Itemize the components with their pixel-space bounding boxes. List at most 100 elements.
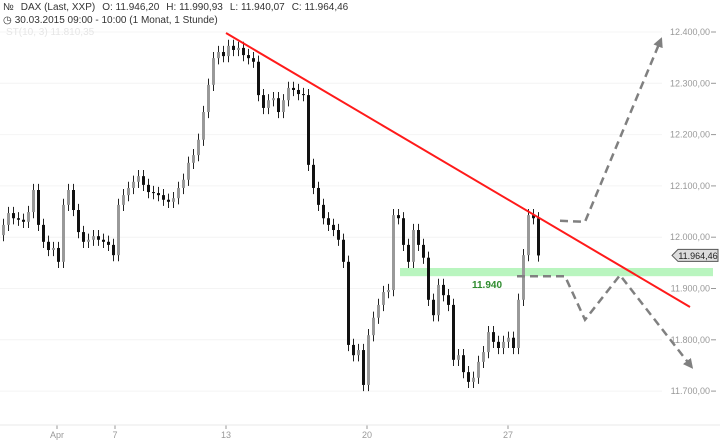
candle	[482, 345, 485, 369]
candle	[52, 241, 55, 257]
candle-body	[157, 193, 160, 196]
candle	[222, 45, 225, 63]
candle	[87, 233, 90, 248]
y-tick-label: 11.800,00	[671, 335, 710, 345]
candle	[137, 169, 140, 188]
candle	[212, 52, 215, 91]
candle	[62, 198, 65, 268]
candle	[17, 212, 20, 226]
candle-body	[277, 98, 280, 113]
candle	[307, 88, 310, 172]
candle	[377, 298, 380, 324]
candle	[537, 212, 540, 262]
candle	[112, 238, 115, 262]
candle-body	[57, 247, 60, 262]
candle-body	[142, 176, 145, 185]
y-tick-label: 12.000,00	[670, 232, 710, 242]
candle-body	[482, 352, 485, 362]
candle-body	[112, 244, 115, 256]
open-value: O: 11.946,20	[102, 2, 160, 13]
candle-body	[367, 335, 370, 385]
candle	[382, 285, 385, 312]
candle	[422, 238, 425, 264]
candle-body	[332, 224, 335, 231]
candle	[77, 203, 80, 239]
candle-body	[102, 239, 105, 242]
candle	[332, 218, 335, 237]
candle-body	[7, 213, 10, 225]
x-tick-label: 27	[503, 430, 513, 440]
candle	[42, 218, 45, 248]
x-tick-label: 20	[362, 430, 372, 440]
candle-body	[257, 61, 260, 96]
candle	[477, 355, 480, 384]
x-tick-label: 13	[221, 430, 231, 440]
candle-body	[302, 94, 305, 96]
candle	[402, 212, 405, 252]
candle	[527, 208, 530, 262]
candle-body	[412, 230, 415, 262]
last-price-tag	[671, 248, 719, 262]
candle-body	[97, 236, 100, 240]
projection-up-arrow	[559, 37, 663, 224]
candle	[392, 208, 395, 297]
candle-body	[177, 187, 180, 199]
candle	[157, 186, 160, 202]
candle	[492, 325, 495, 349]
candle	[257, 55, 260, 102]
candle	[417, 223, 420, 252]
x-tick-label: Apr	[50, 430, 64, 440]
candle	[142, 169, 145, 192]
candle	[147, 178, 150, 199]
candle	[427, 251, 430, 306]
candle-body	[2, 224, 5, 236]
candle	[262, 88, 265, 115]
candle-body	[442, 284, 445, 296]
candle-body	[17, 218, 20, 220]
candle-body	[532, 215, 535, 219]
candle-body	[52, 247, 55, 251]
candle	[342, 233, 345, 268]
candle	[522, 248, 525, 306]
candle-body	[42, 224, 45, 242]
candle-body	[462, 355, 465, 373]
candle-body	[242, 47, 245, 56]
candle-body	[322, 204, 325, 219]
candle-body	[472, 377, 475, 382]
candle	[12, 206, 15, 225]
candle-body	[497, 341, 500, 349]
candle	[82, 225, 85, 248]
candle	[32, 183, 35, 219]
candle	[67, 183, 70, 212]
resistance-trendline	[225, 32, 691, 308]
candle-body	[492, 332, 495, 342]
candle	[267, 94, 270, 115]
candle	[432, 293, 435, 322]
period-text: 30.03.2015 09:00 - 10:00 (1 Monat, 1 Stu…	[14, 15, 218, 26]
candle-body	[107, 241, 110, 245]
candle-body	[407, 244, 410, 262]
candle-body	[92, 236, 95, 240]
candle-body	[307, 95, 310, 165]
candle-body	[452, 304, 455, 360]
candle-body	[12, 213, 15, 219]
candle-body	[517, 299, 520, 349]
candle	[122, 188, 125, 212]
candle-body	[87, 239, 90, 242]
candle-body	[417, 230, 420, 245]
candle-body	[252, 58, 255, 62]
candle-body	[292, 87, 295, 90]
candle	[252, 52, 255, 68]
y-tick-label: 11.900,00	[671, 284, 710, 294]
indicator-text: ST(10, 3) 11.810,35	[6, 27, 95, 38]
candle-body	[362, 350, 365, 385]
indicator-legend[interactable]: ST(10, 3) 11.810,35	[6, 27, 101, 38]
candle-body	[397, 215, 400, 219]
candle	[197, 133, 200, 162]
candle-body	[312, 164, 315, 188]
low-value: L: 11.940,07	[229, 2, 285, 13]
candle-body	[387, 290, 390, 293]
candle-body	[137, 176, 140, 182]
candle-body	[527, 215, 530, 256]
